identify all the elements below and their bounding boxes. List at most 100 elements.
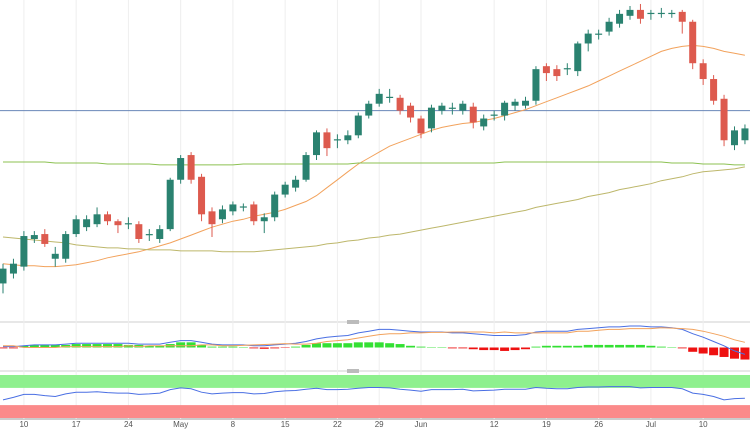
- candle-body: [166, 179, 174, 230]
- macd-histogram-bar: [197, 344, 207, 348]
- candle-body: [114, 221, 122, 226]
- macd-histogram-bar: [521, 347, 530, 350]
- x-tick-label: 19: [542, 420, 551, 429]
- candle-body: [595, 33, 603, 35]
- macd-histogram-bar: [29, 344, 39, 348]
- macd-histogram-bar: [552, 345, 562, 348]
- macd-histogram-bar: [740, 347, 750, 360]
- candle-body: [365, 103, 373, 116]
- macd-histogram-bar: [416, 346, 426, 348]
- candle-body: [647, 12, 655, 15]
- candle-body: [30, 235, 38, 239]
- macd-histogram-bar: [406, 345, 416, 348]
- macd-histogram-bar: [479, 347, 489, 351]
- candle-body: [386, 96, 394, 98]
- candle-body: [0, 268, 7, 284]
- macd-histogram-bar: [604, 344, 614, 348]
- macd-histogram-bar: [625, 344, 635, 348]
- macd-histogram-bar: [573, 345, 583, 348]
- candle-body: [480, 118, 488, 127]
- macd-histogram-bar: [688, 347, 698, 352]
- x-tick-label: 24: [124, 420, 133, 429]
- candle-body: [218, 209, 226, 220]
- candle-body: [72, 219, 80, 235]
- macd-histogram-bar: [144, 345, 154, 348]
- x-tick-label: 29: [375, 420, 384, 429]
- candle-body: [532, 69, 540, 101]
- macd-histogram-bar: [594, 344, 604, 348]
- candle-body: [260, 217, 268, 222]
- candle-body: [417, 118, 425, 134]
- rsi-line: [2, 386, 745, 401]
- macd-line: [3, 327, 746, 348]
- candle-body: [626, 9, 634, 16]
- macd-line: [3, 325, 746, 355]
- macd-histogram-bar: [468, 347, 478, 350]
- candle-body: [177, 158, 185, 180]
- candle-body: [135, 224, 143, 239]
- candle-body: [584, 33, 592, 44]
- macd-histogram-bar: [291, 346, 301, 348]
- macd-histogram-bar: [489, 347, 499, 351]
- x-tick-label: 8: [231, 420, 236, 429]
- candle-body: [720, 98, 728, 141]
- candle-body: [41, 234, 49, 244]
- macd-histogram-bar: [541, 345, 551, 348]
- macd-histogram-bar: [447, 347, 457, 349]
- candle-body: [354, 115, 362, 136]
- candle-body: [124, 223, 132, 225]
- macd-histogram-bar: [500, 347, 510, 351]
- macd-histogram-bar: [353, 342, 363, 348]
- panel-handle[interactable]: [347, 369, 359, 373]
- macd-histogram-bar: [228, 346, 238, 348]
- candle-body: [741, 128, 749, 141]
- candle-body: [731, 130, 738, 146]
- macd-histogram-bar: [322, 343, 332, 348]
- macd-histogram-bar: [635, 344, 645, 348]
- candle-body: [501, 102, 509, 116]
- candle-body: [710, 79, 718, 101]
- candle-body: [438, 105, 446, 111]
- macd-histogram-bar: [615, 344, 625, 348]
- x-tick-label: 15: [281, 420, 290, 429]
- macd-histogram-bar: [332, 343, 342, 348]
- macd-histogram-bar: [301, 344, 311, 348]
- candle-body: [156, 229, 164, 239]
- candle-body: [93, 214, 101, 225]
- panel-handle[interactable]: [347, 320, 359, 324]
- macd-histogram-bar: [103, 344, 112, 348]
- macd-histogram-bar: [312, 343, 321, 348]
- candle-body: [657, 12, 665, 15]
- macd-histogram-bar: [82, 344, 92, 348]
- candle-body: [62, 234, 70, 259]
- x-tick-label: 22: [333, 420, 342, 429]
- macd-histogram-bar: [385, 343, 395, 348]
- macd-histogram-bar: [207, 346, 217, 348]
- candle-body: [344, 135, 352, 141]
- macd-histogram-bar: [395, 344, 405, 348]
- moving-average: [2, 166, 745, 253]
- candle-body: [229, 204, 237, 212]
- macd-histogram-bar: [719, 347, 729, 357]
- candle-body: [281, 184, 289, 195]
- macd-histogram-bar: [730, 347, 739, 359]
- macd-histogram-bar: [155, 345, 165, 348]
- macd-histogram-bar: [50, 344, 60, 348]
- candle-body: [459, 103, 467, 111]
- candle-body: [271, 194, 279, 218]
- macd-histogram-bar: [458, 347, 468, 349]
- macd-histogram-bar: [71, 344, 81, 348]
- macd-histogram-bar: [677, 347, 687, 349]
- x-tick-label: 12: [490, 420, 499, 429]
- macd-histogram-bar: [270, 347, 280, 349]
- macd-histogram-bar: [656, 346, 666, 348]
- rsi-band: [0, 375, 750, 388]
- macd-histogram-bar: [259, 347, 269, 349]
- candle-body: [490, 114, 498, 116]
- candle-body: [678, 11, 686, 22]
- macd-histogram-bar: [646, 345, 656, 348]
- macd-histogram-bar: [698, 347, 708, 354]
- candle-body: [250, 204, 258, 222]
